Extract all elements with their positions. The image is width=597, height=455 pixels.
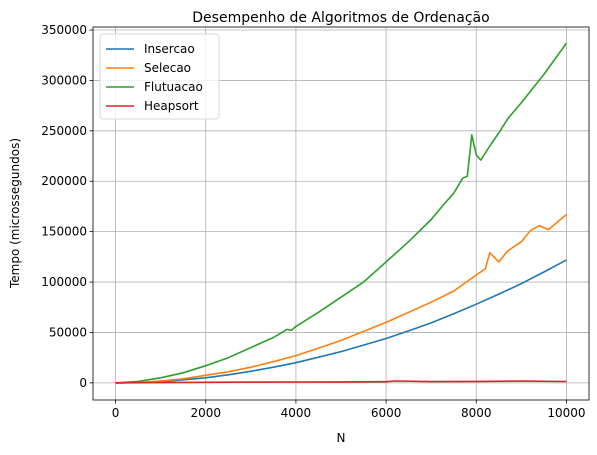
legend-label: Heapsort (144, 99, 199, 113)
y-tick-label: 50000 (49, 325, 87, 339)
y-tick-label: 0 (79, 376, 87, 390)
x-tick-label: 4000 (281, 406, 312, 420)
x-tick-label: 6000 (371, 406, 402, 420)
x-tick-label: 8000 (461, 406, 492, 420)
legend-label: Selecao (144, 61, 191, 75)
x-tick-label: 2000 (190, 406, 221, 420)
y-tick-label: 200000 (41, 174, 87, 188)
series-line-insercao (115, 259, 567, 384)
y-tick-label: 350000 (41, 23, 87, 37)
x-tick-label: 10000 (547, 406, 585, 420)
series-line-flutuacao (115, 42, 568, 384)
plot-frame (92, 26, 590, 401)
axis-ticks: 0 2000 4000 6000 8000 10000050000100000150000… (41, 23, 585, 420)
y-tick-label: 300000 (41, 73, 87, 87)
legend-label: Flutuacao (144, 80, 203, 94)
series-group (115, 42, 568, 384)
x-axis-title: N (337, 431, 346, 445)
x-tick-label: 0 (112, 406, 120, 420)
y-axis-title: Tempo (microssegundos) (8, 138, 22, 289)
y-tick-label: 150000 (41, 225, 87, 239)
chart-title: Desempenho de Algoritmos de Ordenação (192, 10, 489, 26)
y-tick-label: 100000 (41, 275, 87, 289)
series-line-selecao (115, 213, 568, 384)
legend: Insercao Selecao Flutuacao Heapsort (99, 33, 220, 120)
series-line-heapsort (115, 380, 567, 384)
legend-box (99, 33, 220, 120)
y-tick-label: 250000 (41, 124, 87, 138)
grid (93, 27, 589, 400)
legend-label: Insercao (144, 42, 195, 56)
